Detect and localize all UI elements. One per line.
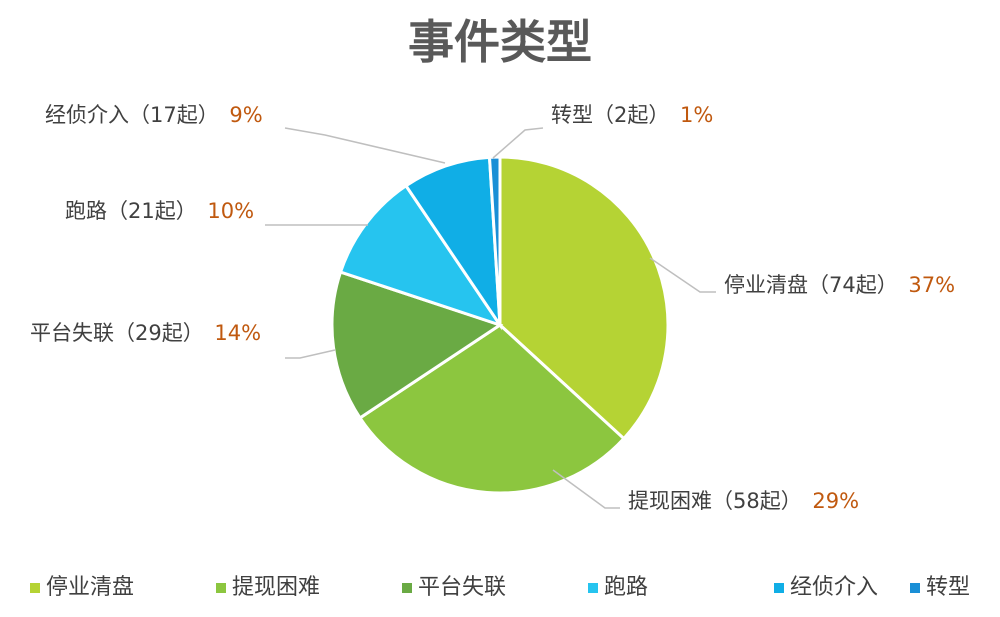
leader-line-5 — [284, 127, 446, 164]
legend-swatch-1 — [30, 583, 40, 593]
legend: 停业清盘 提现困难 平台失联 跑路 经侦介入 转型 — [30, 575, 970, 600]
leader-line-1 — [649, 257, 716, 293]
slice-label-3: 平台失联（29起） 14% — [30, 321, 261, 345]
leader-lines — [265, 127, 716, 509]
slice-percent: 10% — [207, 199, 254, 223]
slice-label-2: 提现困难（58起） 29% — [628, 489, 859, 513]
legend-label-4: 跑路 — [604, 575, 648, 600]
legend-swatch-5 — [774, 583, 784, 593]
legend-label-6: 转型 — [926, 575, 970, 600]
slice-label-5: 经侦介入（17起） 9% — [45, 103, 263, 127]
slice-label-6: 转型（2起） 1% — [551, 103, 713, 127]
pie-slice-3 — [330, 270, 504, 421]
leader-line-6 — [492, 127, 544, 159]
pie-slice-5 — [403, 155, 502, 331]
legend-label-2: 提现困难 — [232, 575, 320, 600]
pie-slices — [330, 155, 670, 495]
slice-label-text: 平台失联（29起） — [30, 321, 210, 345]
leader-line-2 — [552, 469, 620, 509]
pie-slice-2 — [357, 323, 626, 495]
pie-slice-4 — [338, 183, 504, 328]
slice-labels: 停业清盘（74起） 37% 提现困难（58起） 29% 平台失联（29起） 14% 跑… — [30, 103, 955, 513]
slice-percent: 1% — [680, 103, 713, 127]
legend-swatch-2 — [216, 583, 226, 593]
pie-slice-1 — [498, 155, 670, 441]
legend-label-3: 平台失联 — [418, 575, 506, 600]
slice-percent: 37% — [908, 273, 955, 297]
slice-label-1: 停业清盘（74起） 37% — [724, 273, 955, 297]
legend-swatch-3 — [402, 583, 412, 593]
legend-swatch-6 — [910, 583, 920, 593]
legend-label-1: 停业清盘 — [46, 575, 134, 600]
slice-label-text: 经侦介入（17起） — [45, 103, 225, 127]
chart-title: 事件类型 — [408, 15, 592, 69]
slice-label-4: 跑路（21起） 10% — [65, 199, 254, 223]
slice-percent: 29% — [812, 489, 859, 513]
slice-label-text: 转型（2起） — [551, 103, 676, 127]
slice-label-text: 提现困难（58起） — [628, 489, 808, 513]
legend-label-5: 经侦介入 — [790, 575, 878, 600]
slice-label-text: 停业清盘（74起） — [724, 273, 904, 297]
leader-line-3 — [285, 349, 336, 359]
slice-label-text: 跑路（21起） — [65, 199, 203, 223]
slice-percent: 14% — [214, 321, 261, 345]
legend-swatch-4 — [588, 583, 598, 593]
slice-percent: 9% — [229, 103, 262, 127]
